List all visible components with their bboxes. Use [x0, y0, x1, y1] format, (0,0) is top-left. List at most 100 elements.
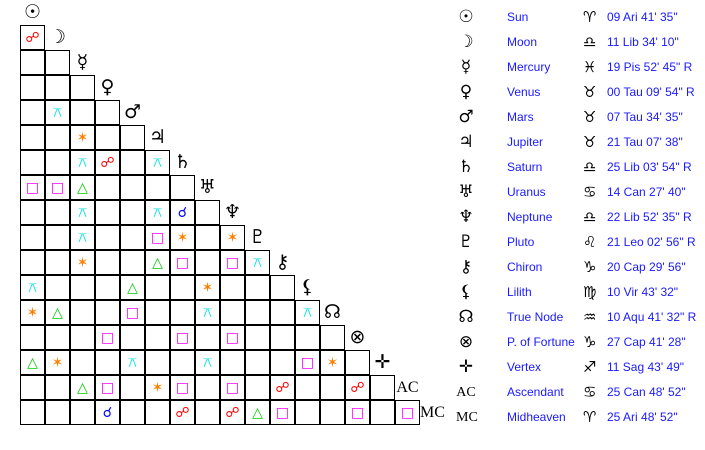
grid-cell-mercury-moon [45, 50, 70, 75]
zodiac-sign-icon: ♐ [583, 358, 597, 376]
grid-cell-mars-sun [20, 100, 45, 125]
grid-cell-vertex-sun: △ [20, 350, 45, 375]
grid-cell-ascendant-chiron: ☍ [270, 375, 295, 400]
mercury-glyph-icon: ☿ [76, 51, 89, 73]
sextile-aspect-icon: ✶ [76, 129, 89, 146]
grid-cell-true-node-mercury [70, 300, 95, 325]
grid-cell-true-node-pluto [245, 300, 270, 325]
aspect-grid: ☍ ⚻ ✶ ⚻ ☍ ⚻ □ □ △ ⚻ ⚻ ☌ ⚻ □ ✶ ✶ ✶ △ □ □ ⚻ ⚻ △ ✶ ✶ △ □ ⚻ ⚻ □ □ □ △ ✶ ⚻ ⚻ □ ✶ △ □… [20, 3, 445, 425]
grid-cell-chiron-mercury: ✶ [70, 250, 95, 275]
zodiac-sign-icon: ♎ [583, 208, 597, 226]
neptune-icon: ♆ [458, 207, 474, 227]
saturn-glyph-icon: ♄ [173, 151, 192, 173]
uranus-glyph-icon: ♅ [198, 176, 217, 198]
grid-cell-true-node-uranus: ⚻ [195, 300, 220, 325]
grid-cell-ascendant-p-of-fortune: ☍ [345, 375, 370, 400]
planet-name: Vertex [507, 360, 542, 374]
conjunction-aspect-icon: ☌ [102, 404, 113, 421]
chiron-icon: ⚷ [459, 257, 473, 277]
grid-cell-ascendant-true-node [320, 375, 345, 400]
grid-cell-lilith-sun: ⚻ [20, 275, 45, 300]
trine-aspect-icon: △ [252, 404, 263, 421]
grid-cell-neptune-mars [120, 200, 145, 225]
mars-glyph-icon: ♂ [123, 101, 142, 123]
planet-position: 25 Lib 03' 54" R [607, 160, 692, 174]
planet-position: 07 Tau 34' 35" [607, 110, 683, 124]
grid-cell-true-node-moon: △ [45, 300, 70, 325]
grid-cell-vertex-mars: ⚻ [120, 350, 145, 375]
zodiac-sign-icon: ♈ [583, 8, 597, 26]
grid-cell-vertex-lilith: □ [295, 350, 320, 375]
grid-cell-mars-venus [95, 100, 120, 125]
grid-cell-ascendant-venus: □ [95, 375, 120, 400]
grid-cell-midheaven-ascendant: □ [395, 400, 420, 425]
grid-cell-true-node-lilith: ⚻ [295, 300, 320, 325]
grid-cell-venus-sun [20, 75, 45, 100]
trine-aspect-icon: △ [52, 304, 63, 321]
grid-cell-true-node-venus [95, 300, 120, 325]
zodiac-sign-icon: ♉ [583, 133, 597, 151]
quincunx-aspect-icon: ⚻ [202, 354, 213, 371]
grid-cell-neptune-jupiter: ⚻ [145, 200, 170, 225]
zodiac-sign-icon: ♉ [583, 108, 597, 126]
grid-cell-neptune-moon [45, 200, 70, 225]
zodiac-sign-icon: ♌ [583, 233, 597, 251]
grid-cell-p-of-fortune-venus: □ [95, 325, 120, 350]
planet-name: Pluto [507, 235, 535, 249]
square-aspect-icon: □ [125, 304, 140, 321]
grid-cell-pluto-jupiter: □ [145, 225, 170, 250]
planet-row-true-node: ☊ True Node ♒ 10 Aqu 41' 32" R [450, 305, 705, 330]
square-aspect-icon: □ [100, 329, 115, 346]
planet-name: P. of Fortune [507, 335, 575, 349]
planet-position: 25 Can 48' 52" [607, 385, 686, 399]
grid-cell-vertex-jupiter [145, 350, 170, 375]
grid-cell-chiron-mars [120, 250, 145, 275]
jupiter-glyph-icon: ♃ [148, 126, 167, 148]
grid-cell-venus-moon [45, 75, 70, 100]
square-aspect-icon: □ [225, 329, 240, 346]
ascendant-icon: AC [456, 385, 476, 400]
planet-position: 09 Ari 41' 35" [607, 10, 678, 24]
grid-cell-vertex-uranus: ⚻ [195, 350, 220, 375]
planet-row-jupiter: ♃ Jupiter ♉ 21 Tau 07' 38" [450, 130, 705, 155]
quincunx-aspect-icon: ⚻ [127, 354, 138, 371]
grid-cell-neptune-sun [20, 200, 45, 225]
planet-position: 25 Ari 48' 52" [607, 410, 678, 424]
grid-cell-lilith-chiron [270, 275, 295, 300]
square-aspect-icon: □ [300, 354, 315, 371]
quincunx-aspect-icon: ⚻ [152, 204, 163, 221]
grid-cell-midheaven-lilith [295, 400, 320, 425]
grid-cell-ascendant-mars [120, 375, 145, 400]
grid-cell-chiron-pluto: ⚻ [245, 250, 270, 275]
grid-cell-mars-mercury [70, 100, 95, 125]
grid-cell-midheaven-mars [120, 400, 145, 425]
planet-name: Neptune [507, 210, 553, 224]
grid-cell-jupiter-mercury: ✶ [70, 125, 95, 150]
planet-position: 20 Cap 29' 56" [607, 260, 686, 274]
grid-cell-chiron-uranus [195, 250, 220, 275]
sextile-aspect-icon: ✶ [176, 229, 189, 246]
grid-cell-ascendant-pluto [245, 375, 270, 400]
grid-cell-true-node-saturn [170, 300, 195, 325]
grid-cell-chiron-saturn: □ [170, 250, 195, 275]
grid-cell-uranus-saturn [170, 175, 195, 200]
zodiac-sign-icon: ♎ [583, 158, 597, 176]
sextile-aspect-icon: ✶ [201, 279, 214, 296]
grid-cell-lilith-mars: △ [120, 275, 145, 300]
grid-cell-vertex-moon: ✶ [45, 350, 70, 375]
grid-cell-vertex-true-node: ✶ [320, 350, 345, 375]
planet-position: 00 Tau 09' 54" R [607, 85, 695, 99]
quincunx-aspect-icon: ⚻ [152, 154, 163, 171]
grid-cell-ascendant-vertex [370, 375, 395, 400]
grid-cell-venus-mercury [70, 75, 95, 100]
square-aspect-icon: □ [50, 179, 65, 196]
grid-cell-true-node-neptune [220, 300, 245, 325]
square-aspect-icon: □ [275, 404, 290, 421]
trine-aspect-icon: △ [77, 179, 88, 196]
zodiac-sign-icon: ♈ [583, 408, 597, 426]
grid-cell-vertex-saturn [170, 350, 195, 375]
grid-cell-true-node-chiron [270, 300, 295, 325]
pluto-icon: ♇ [458, 232, 474, 252]
quincunx-aspect-icon: ⚻ [77, 154, 88, 171]
planet-row-moon: ☽ Moon ♎ 11 Lib 34' 10" [450, 30, 705, 55]
